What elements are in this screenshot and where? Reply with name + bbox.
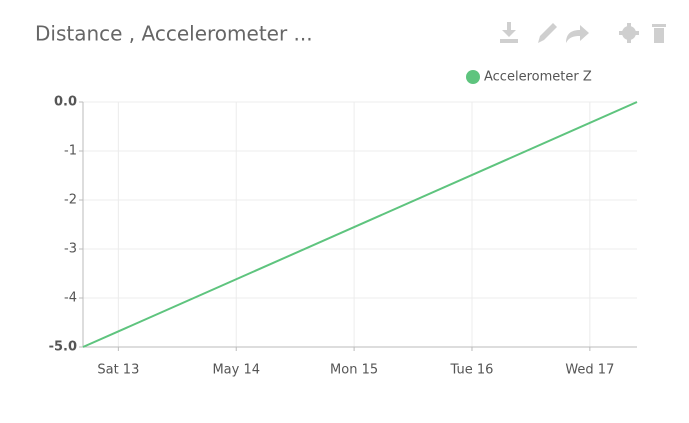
x-tick-label: Wed 17 xyxy=(565,363,614,378)
download-icon[interactable] xyxy=(500,22,518,43)
x-tick-label: Tue 16 xyxy=(450,363,494,378)
y-tick-label: -2 xyxy=(64,193,77,208)
y-tick-label: -1 xyxy=(64,144,77,159)
x-tick-label: May 14 xyxy=(212,363,260,378)
y-tick-label: -5.0 xyxy=(49,340,77,355)
x-tick-label: Mon 15 xyxy=(330,363,378,378)
delete-icon[interactable] xyxy=(652,24,666,43)
share-icon[interactable] xyxy=(566,25,589,43)
y-tick-label: -4 xyxy=(64,291,77,306)
y-tick-label: -3 xyxy=(64,242,77,257)
data-line xyxy=(82,101,638,348)
toolbar xyxy=(500,22,666,43)
widget-title: Distance , Accelerometer ... xyxy=(35,22,313,46)
legend-label: Accelerometer Z xyxy=(484,70,592,85)
x-tick-label: Sat 13 xyxy=(97,363,139,378)
edit-icon[interactable] xyxy=(538,23,557,43)
settings-icon[interactable] xyxy=(619,23,639,43)
y-tick-label: 0.0 xyxy=(54,95,77,110)
legend-swatch xyxy=(466,70,480,84)
